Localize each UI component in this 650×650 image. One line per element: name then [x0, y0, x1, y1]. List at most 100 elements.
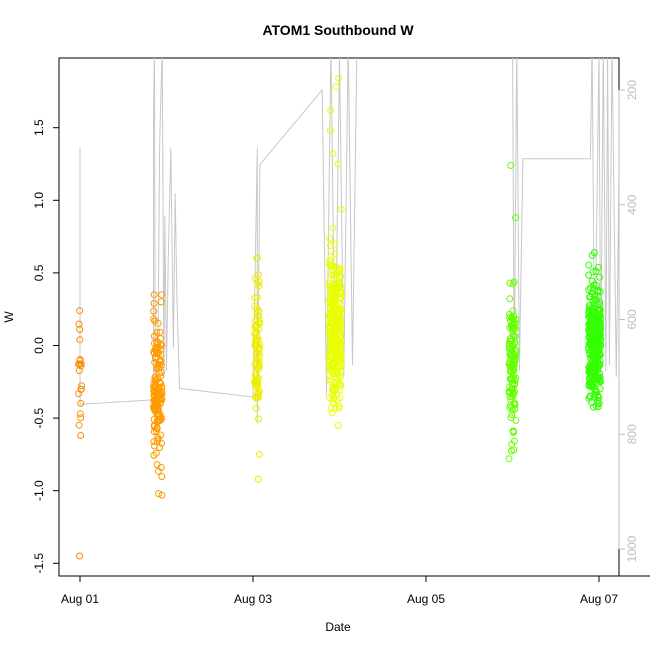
- data-point: [255, 282, 263, 290]
- y-tick-label: 1.0: [32, 192, 46, 209]
- data-point: [508, 411, 516, 419]
- data-point: [332, 385, 340, 393]
- data-point: [512, 214, 519, 222]
- data-point: [509, 341, 517, 348]
- data-point: [332, 320, 339, 327]
- data-point: [506, 295, 514, 303]
- data-point: [509, 361, 516, 368]
- y-axis: -1.5 -1.0 -0.5 0.0 0.5 1.0 1.5: [32, 119, 60, 574]
- data-point: [255, 415, 262, 423]
- data-point: [333, 352, 341, 360]
- data-point: [150, 307, 158, 315]
- data-point: [158, 439, 165, 447]
- data-point: [328, 385, 336, 393]
- x-tick-label: Aug 03: [234, 592, 272, 606]
- data-point: [153, 461, 161, 469]
- data-point: [509, 324, 517, 332]
- data-point: [251, 323, 259, 331]
- data-point: [596, 376, 604, 384]
- data-point: [326, 378, 334, 386]
- data-point: [329, 262, 337, 270]
- data-point: [327, 242, 334, 250]
- data-point: [589, 315, 597, 323]
- data-point: [509, 307, 517, 315]
- data-point: [76, 552, 84, 560]
- data-point: [156, 358, 164, 366]
- data-point: [158, 491, 166, 499]
- data-point: [327, 310, 335, 317]
- data-point: [595, 394, 603, 402]
- y-tick-label: -1.0: [32, 480, 46, 501]
- data-point: [510, 427, 518, 435]
- data-point: [585, 306, 593, 313]
- data-point: [337, 205, 345, 213]
- data-point: [512, 374, 520, 382]
- data-point: [252, 405, 260, 412]
- data-point: [78, 382, 86, 390]
- data-point: [332, 323, 340, 331]
- data-point: [337, 363, 344, 371]
- data-point: [153, 328, 161, 336]
- data-point: [337, 344, 344, 352]
- data-point: [510, 446, 518, 454]
- data-point: [595, 333, 603, 341]
- data-point: [254, 365, 262, 373]
- data-point: [511, 355, 519, 363]
- data-point: [585, 363, 593, 371]
- data-point: [155, 490, 163, 498]
- data-point: [334, 285, 342, 293]
- data-point: [512, 316, 520, 323]
- data-point: [254, 357, 262, 364]
- data-point: [326, 282, 334, 290]
- data-point: [327, 127, 334, 135]
- data-point: [331, 293, 339, 301]
- data-point: [331, 250, 339, 258]
- data-point: [156, 341, 164, 349]
- data-point: [329, 370, 337, 377]
- data-point: [588, 252, 596, 259]
- data-point: [335, 74, 343, 82]
- data-point: [590, 315, 598, 322]
- data-point: [590, 281, 598, 289]
- data-point: [326, 394, 334, 402]
- data-point: [508, 403, 516, 411]
- data-point: [589, 285, 597, 293]
- data-point: [77, 432, 85, 439]
- data-point: [155, 417, 163, 425]
- data-point: [150, 383, 158, 391]
- x-axis-label: Date: [325, 620, 351, 634]
- data-point: [593, 295, 600, 303]
- data-point: [506, 279, 514, 287]
- data-point: [252, 376, 260, 384]
- data-point: [76, 410, 84, 418]
- data-point: [505, 360, 513, 368]
- data-point: [586, 320, 594, 328]
- data-point: [588, 370, 596, 378]
- data-point: [77, 399, 85, 407]
- data-point: [509, 280, 517, 288]
- data-point: [327, 319, 335, 327]
- y-axis-label: W: [2, 311, 16, 323]
- data-point: [151, 373, 159, 381]
- data-point: [156, 444, 164, 451]
- y-tick-label: 0.0: [32, 337, 46, 354]
- data-point: [512, 416, 520, 424]
- data-point: [505, 455, 513, 463]
- data-point: [153, 438, 161, 445]
- data-point: [329, 266, 337, 274]
- data-point: [586, 351, 594, 359]
- point-cluster: [585, 249, 605, 411]
- data-point: [596, 301, 604, 309]
- data-point: [252, 322, 260, 329]
- data-point: [152, 449, 160, 457]
- data-point: [153, 365, 161, 373]
- data-point: [585, 261, 593, 269]
- data-point: [329, 399, 337, 407]
- data-point: [588, 277, 596, 285]
- data-point: [254, 475, 262, 483]
- right-depth-axis: 200 400 600 800 1000: [618, 80, 639, 562]
- data-point: [511, 320, 519, 328]
